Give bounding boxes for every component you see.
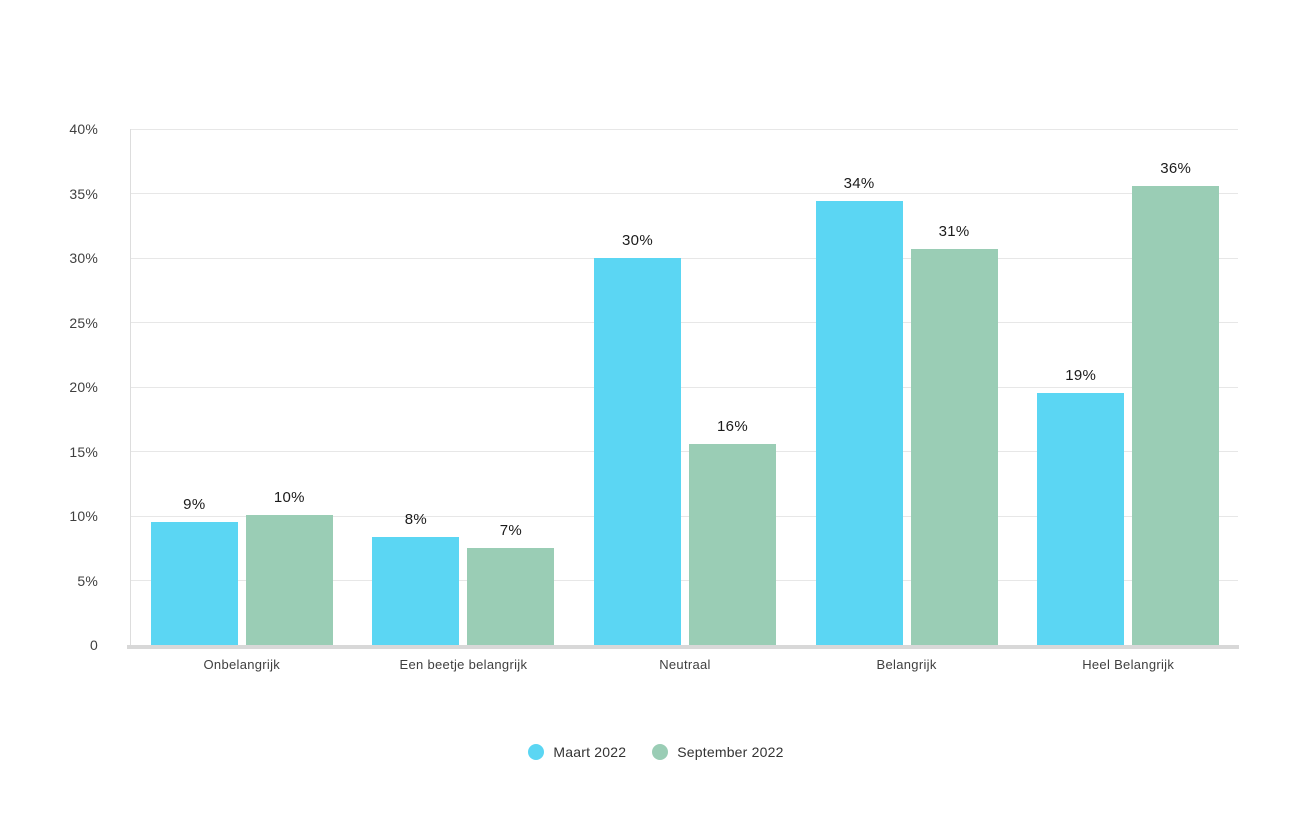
gridline-15 <box>131 451 1238 452</box>
plot-area: 0 5% 10% 15% 20% 25% 30% 35% 40% 9% 10% Onbelangrij… <box>69 122 1239 672</box>
x-axis-category-label: Een beetje belangrijk <box>399 657 528 672</box>
x-axis-category-label: Heel Belangrijk <box>1082 657 1175 672</box>
bar-september-2022-onbelangrijk <box>245 514 333 645</box>
legend-label: Maart 2022 <box>553 744 627 760</box>
legend-swatch-icon <box>652 744 669 760</box>
bar-september-2022-belangrijk <box>910 248 998 645</box>
bar-value-label: 36% <box>1160 159 1192 177</box>
bar-value-label: 34% <box>843 175 875 193</box>
y-axis-tick-label: 20% <box>69 379 98 395</box>
bar-value-label: 30% <box>622 232 653 249</box>
gridline-40 <box>131 128 1238 130</box>
bar-maart-2022-belangrijk <box>815 201 903 645</box>
y-axis-tick-label: 15% <box>69 443 98 460</box>
y-axis-tick-label: 5% <box>77 572 98 589</box>
y-axis-tick-label: 10% <box>69 508 98 524</box>
bar-september-2022-heel-belangrijk <box>1132 185 1220 645</box>
bar-value-label: 8% <box>404 510 428 528</box>
bar-september-2022-een-beetje-belangrijk <box>467 548 555 645</box>
bar-value-label: 31% <box>938 222 970 240</box>
y-axis-tick-label: 0 <box>90 637 98 653</box>
legend-label: September 2022 <box>677 744 784 760</box>
bar-maart-2022-onbelangrijk <box>150 522 238 645</box>
x-axis-line <box>127 645 1239 649</box>
gridline-20 <box>131 386 1238 388</box>
gridline-25 <box>131 322 1238 323</box>
bar-value-label: 19% <box>1065 367 1097 385</box>
legend-swatch-icon <box>528 744 545 760</box>
bar-value-label: 7% <box>499 522 523 540</box>
bar-value-label: 10% <box>273 488 305 506</box>
legend-item-september-2022[interactable]: September 2022 <box>652 744 783 760</box>
y-axis-tick-label: 40% <box>69 121 98 137</box>
bar-value-label: 9% <box>183 496 206 514</box>
x-axis-category-label: Onbelangrijk <box>203 657 281 672</box>
legend-item-maart-2022[interactable]: Maart 2022 <box>528 744 626 760</box>
bar-maart-2022-neutraal <box>594 258 681 645</box>
x-axis-category-label: Belangrijk <box>876 657 937 672</box>
bar-maart-2022-heel-belangrijk <box>1037 393 1125 645</box>
y-axis-tick-label: 30% <box>69 250 98 266</box>
bar-maart-2022-een-beetje-belangrijk <box>372 536 460 645</box>
chart-legend: Maart 2022 September 2022 <box>0 744 1312 760</box>
y-axis-tick-label: 35% <box>69 185 98 202</box>
gridline-30 <box>131 257 1238 259</box>
gridline-35 <box>131 193 1238 194</box>
bar-september-2022-neutraal <box>689 443 776 645</box>
gridline-10 <box>131 515 1238 517</box>
y-axis-tick-label: 25% <box>69 314 98 331</box>
bar-value-label: 16% <box>717 417 748 435</box>
x-axis-category-label: Neutraal <box>659 657 711 672</box>
gridline-5 <box>131 580 1238 581</box>
